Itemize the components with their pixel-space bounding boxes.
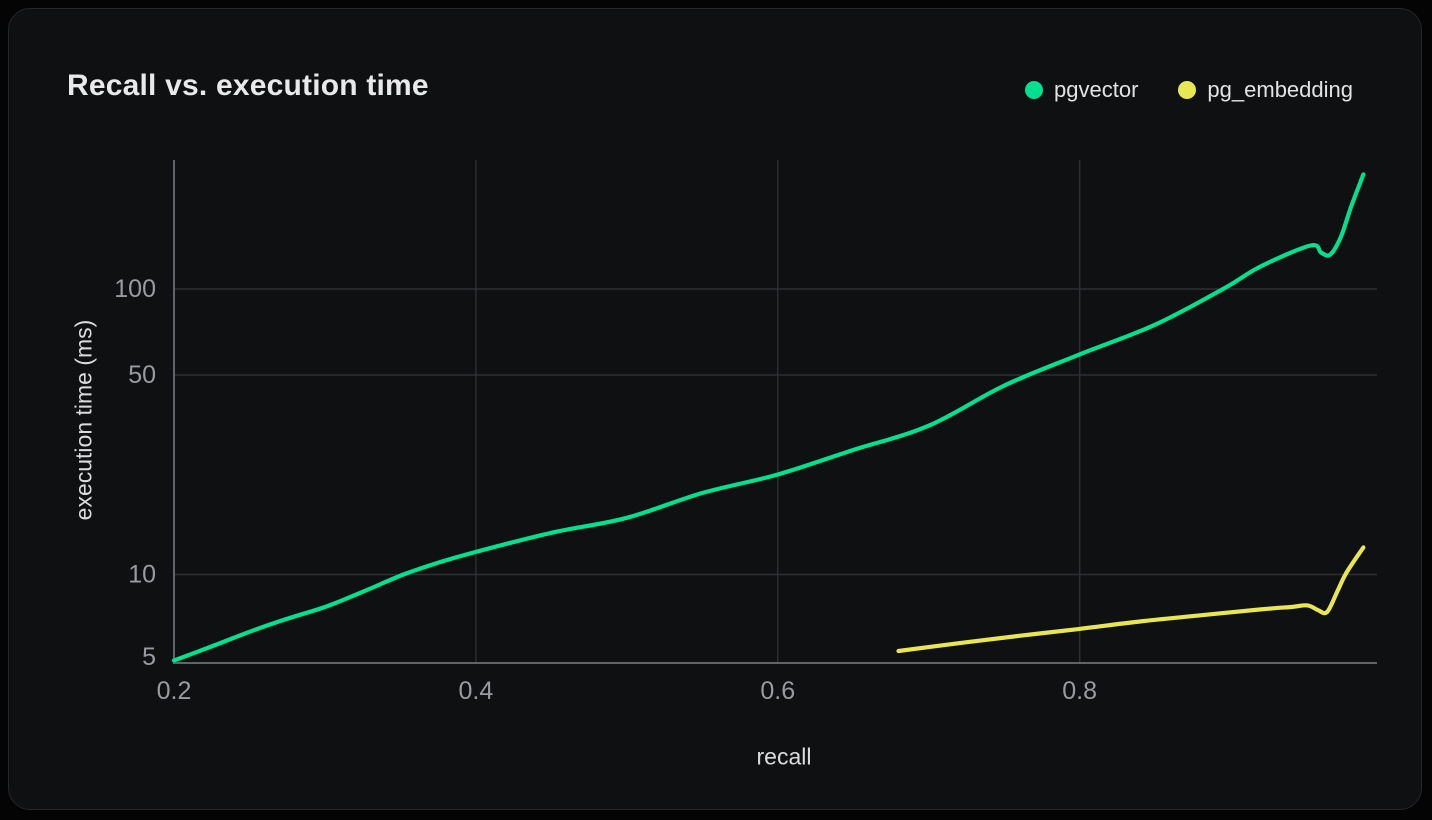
legend-label: pgvector [1054,77,1139,102]
x-tick-label: 0.4 [458,677,493,705]
chart-legend: pgvector pg_embedding [1025,77,1353,103]
page-title: Recall vs. execution time [67,69,429,102]
y-tick-label: 10 [128,561,156,589]
series-line-pgvector [171,172,1366,663]
legend-item-pgvector[interactable]: pgvector [1025,77,1138,103]
legend-item-pg-embedding[interactable]: pg_embedding [1178,77,1353,103]
y-tick-label: 100 [114,275,156,303]
x-tick-label: 0.6 [760,677,795,705]
legend-label: pg_embedding [1207,77,1353,102]
y-tick-label: 50 [128,361,156,389]
x-axis-title: recall [756,743,812,770]
series-line-pg_embedding [896,545,1366,654]
chart-card: Recall vs. execution time pgvector pg_em… [8,8,1422,810]
x-tick-label: 0.2 [157,677,192,705]
legend-dot-icon [1178,81,1197,99]
legend-dot-icon [1025,81,1044,99]
y-tick-label: 5 [142,643,156,671]
x-tick-label: 0.8 [1062,677,1097,705]
